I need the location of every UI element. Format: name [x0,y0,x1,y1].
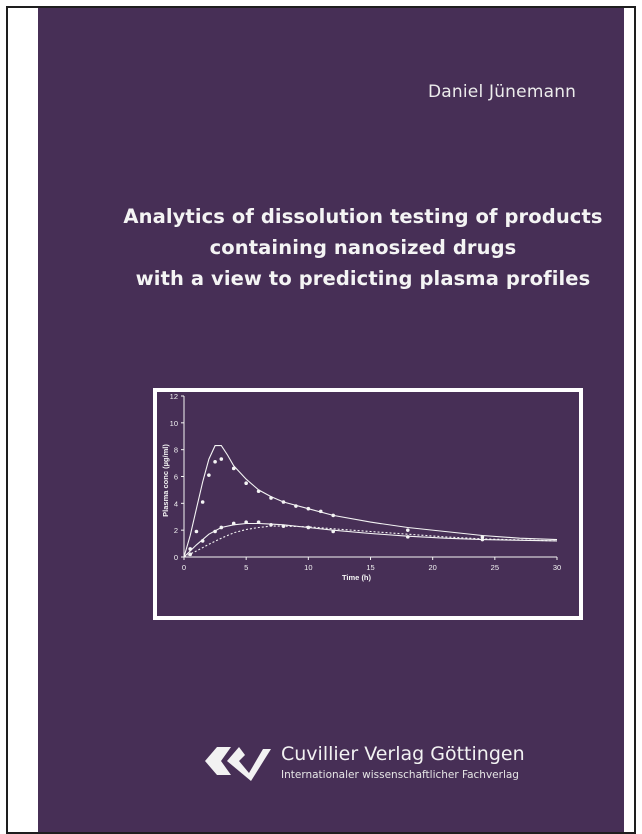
series-2-point [256,520,261,524]
series-1-point [231,466,236,471]
series-1-point [269,496,273,500]
cuvillier-logo-icon [205,747,271,781]
book-title: Analytics of dissolution testing of prod… [38,201,642,294]
x-tick-label: 25 [491,563,499,572]
x-tick-label: 5 [244,563,248,572]
y-tick-label: 2 [174,526,178,535]
series-3-line [183,525,558,558]
series-2-point [406,535,410,539]
x-tick-label: 10 [304,563,312,572]
title-line-3: with a view to predicting plasma profile… [135,267,591,290]
series-1-point [306,506,311,511]
series-2-point [231,521,236,526]
y-tick-label: 10 [170,419,178,428]
series-2-point [213,529,217,534]
series-1-point [406,528,410,532]
y-tick-label: 8 [174,446,178,455]
series-2-point [480,537,485,542]
series-1-point [331,513,335,518]
x-tick-label: 15 [366,563,374,572]
series-1-point [244,481,248,486]
series-1-point [219,457,224,461]
publisher-block: Cuvillier Verlag Göttingen International… [203,741,543,791]
publisher-name: Cuvillier Verlag Göttingen [281,743,525,765]
series-1-point [480,535,485,539]
book-cover: Daniel Jünemann Analytics of dissolution… [38,8,624,832]
series-1-point [294,504,298,508]
series-1-point [281,500,286,504]
plasma-profile-chart: 0 2 4 6 8 10 12 0 5 10 15 20 25 30 Time (h) Plasma conc… [153,388,583,620]
x-tick-label: 0 [182,563,186,572]
series-2-point [200,539,205,543]
title-line-1: Analytics of dissolution testing of prod… [123,205,603,228]
series-2-point [219,525,224,530]
series-2-point [331,529,335,534]
y-tick-label: 4 [174,499,178,508]
series-2-line [183,522,558,558]
y-tick-label: 0 [174,553,178,562]
series-1-point [213,459,217,464]
publisher-tagline: Internationaler wissenschaftlicher Fachv… [281,769,519,781]
y-tick-label: 12 [170,392,178,401]
series-1-point [256,489,261,494]
x-tick-label: 20 [428,563,436,572]
y-tick-label: 6 [174,473,178,482]
series-1-point [194,529,199,534]
author-name: Daniel Jünemann [428,82,577,102]
y-axis-label: Plasma conc (µg/ml) [161,444,170,517]
x-axis-label: Time (h) [342,573,372,582]
series-2-point [244,520,248,524]
series-1-point [318,509,323,514]
chart-canvas: 0 2 4 6 8 10 12 0 5 10 15 20 25 30 Time (h) Plasma conc… [161,392,561,582]
title-line-2: containing nanosized drugs [209,236,517,259]
series-2-point [188,552,193,557]
series-1-point [200,500,205,504]
series-1-point [207,473,211,477]
x-tick-label: 30 [553,563,561,572]
